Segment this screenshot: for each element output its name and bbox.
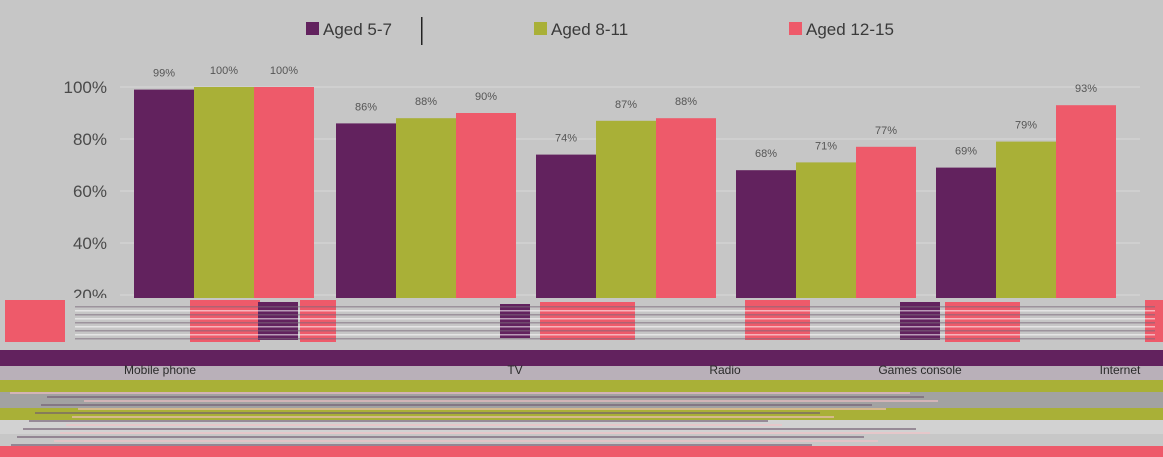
data-label: 68% bbox=[755, 148, 777, 160]
noise-stripe bbox=[0, 446, 1163, 457]
noise-stripe bbox=[0, 350, 1163, 366]
noise-streak bbox=[23, 428, 916, 430]
noise-streak bbox=[11, 444, 812, 446]
noise-streak bbox=[75, 314, 1155, 316]
noise-streak bbox=[78, 408, 886, 410]
noise-streak bbox=[41, 404, 872, 406]
data-label: 93% bbox=[1075, 83, 1097, 95]
text-cursor bbox=[421, 17, 423, 45]
y-tick-label: 40% bbox=[73, 234, 107, 253]
y-tick-label: 60% bbox=[73, 182, 107, 201]
data-label: 71% bbox=[815, 140, 837, 152]
y-axis: 20%40%60%80%100% bbox=[64, 78, 107, 305]
data-label: 99% bbox=[153, 68, 175, 80]
noise-streak bbox=[60, 432, 930, 434]
data-label: 88% bbox=[415, 96, 437, 108]
data-label: 87% bbox=[615, 99, 637, 111]
noise-block bbox=[900, 302, 940, 340]
category-label: Games console bbox=[878, 363, 962, 377]
legend-swatch bbox=[306, 22, 319, 35]
data-label: 69% bbox=[955, 146, 977, 158]
noise-streak bbox=[54, 440, 878, 442]
noise-streak bbox=[66, 424, 782, 426]
data-label: 88% bbox=[675, 96, 697, 108]
legend-label: Aged 12-15 bbox=[806, 20, 894, 39]
data-label: 90% bbox=[475, 91, 497, 103]
category-label: TV bbox=[507, 363, 522, 377]
noise-streak bbox=[72, 416, 834, 418]
data-labels: 99% 100% 100% 86% 88% 90% 74% 87% 88% 68% 71% 77% 69… bbox=[153, 65, 1097, 160]
noise-streak bbox=[75, 310, 1155, 312]
category-label: Internet bbox=[1100, 363, 1141, 377]
data-label: 100% bbox=[270, 65, 298, 77]
data-label: 100% bbox=[210, 65, 238, 77]
category-axis: Mobile phone TV Radio Games console Internet bbox=[124, 363, 1141, 377]
noise-streak bbox=[29, 420, 768, 422]
noise-block bbox=[258, 302, 298, 340]
noise-block bbox=[5, 300, 65, 342]
legend-swatch bbox=[534, 22, 547, 35]
category-label: Mobile phone bbox=[124, 363, 196, 377]
noise-streak bbox=[75, 322, 1155, 324]
noise-streak bbox=[75, 326, 1155, 328]
noise-streak bbox=[35, 412, 820, 414]
legend-label: Aged 5-7 bbox=[323, 20, 392, 39]
legend-label: Aged 8-11 bbox=[551, 20, 628, 39]
y-tick-label: 80% bbox=[73, 130, 107, 149]
noise-stripe bbox=[0, 420, 1163, 434]
noise-streak bbox=[10, 392, 910, 394]
data-label: 86% bbox=[355, 101, 377, 113]
legend: Aged 5-7 Aged 8-11 Aged 12-15 bbox=[306, 20, 894, 39]
noise-streak bbox=[75, 334, 1155, 336]
noise-streak bbox=[75, 330, 1155, 332]
corrupted-region bbox=[0, 298, 1163, 457]
data-label: 79% bbox=[1015, 120, 1037, 132]
noise-streak bbox=[84, 400, 938, 402]
noise-streak bbox=[75, 338, 1155, 340]
noise-streak bbox=[47, 396, 924, 398]
data-label: 74% bbox=[555, 133, 577, 145]
legend-swatch bbox=[789, 22, 802, 35]
noise-streak bbox=[75, 306, 1155, 308]
noise-stripe bbox=[0, 380, 1163, 392]
data-label: 77% bbox=[875, 125, 897, 137]
noise-streak bbox=[75, 318, 1155, 320]
noise-stripe bbox=[0, 366, 1163, 380]
noise-block bbox=[540, 302, 635, 340]
category-label: Radio bbox=[709, 363, 741, 377]
noise-streak bbox=[17, 436, 864, 438]
noise-block bbox=[500, 304, 530, 338]
y-tick-label: 100% bbox=[64, 78, 107, 97]
